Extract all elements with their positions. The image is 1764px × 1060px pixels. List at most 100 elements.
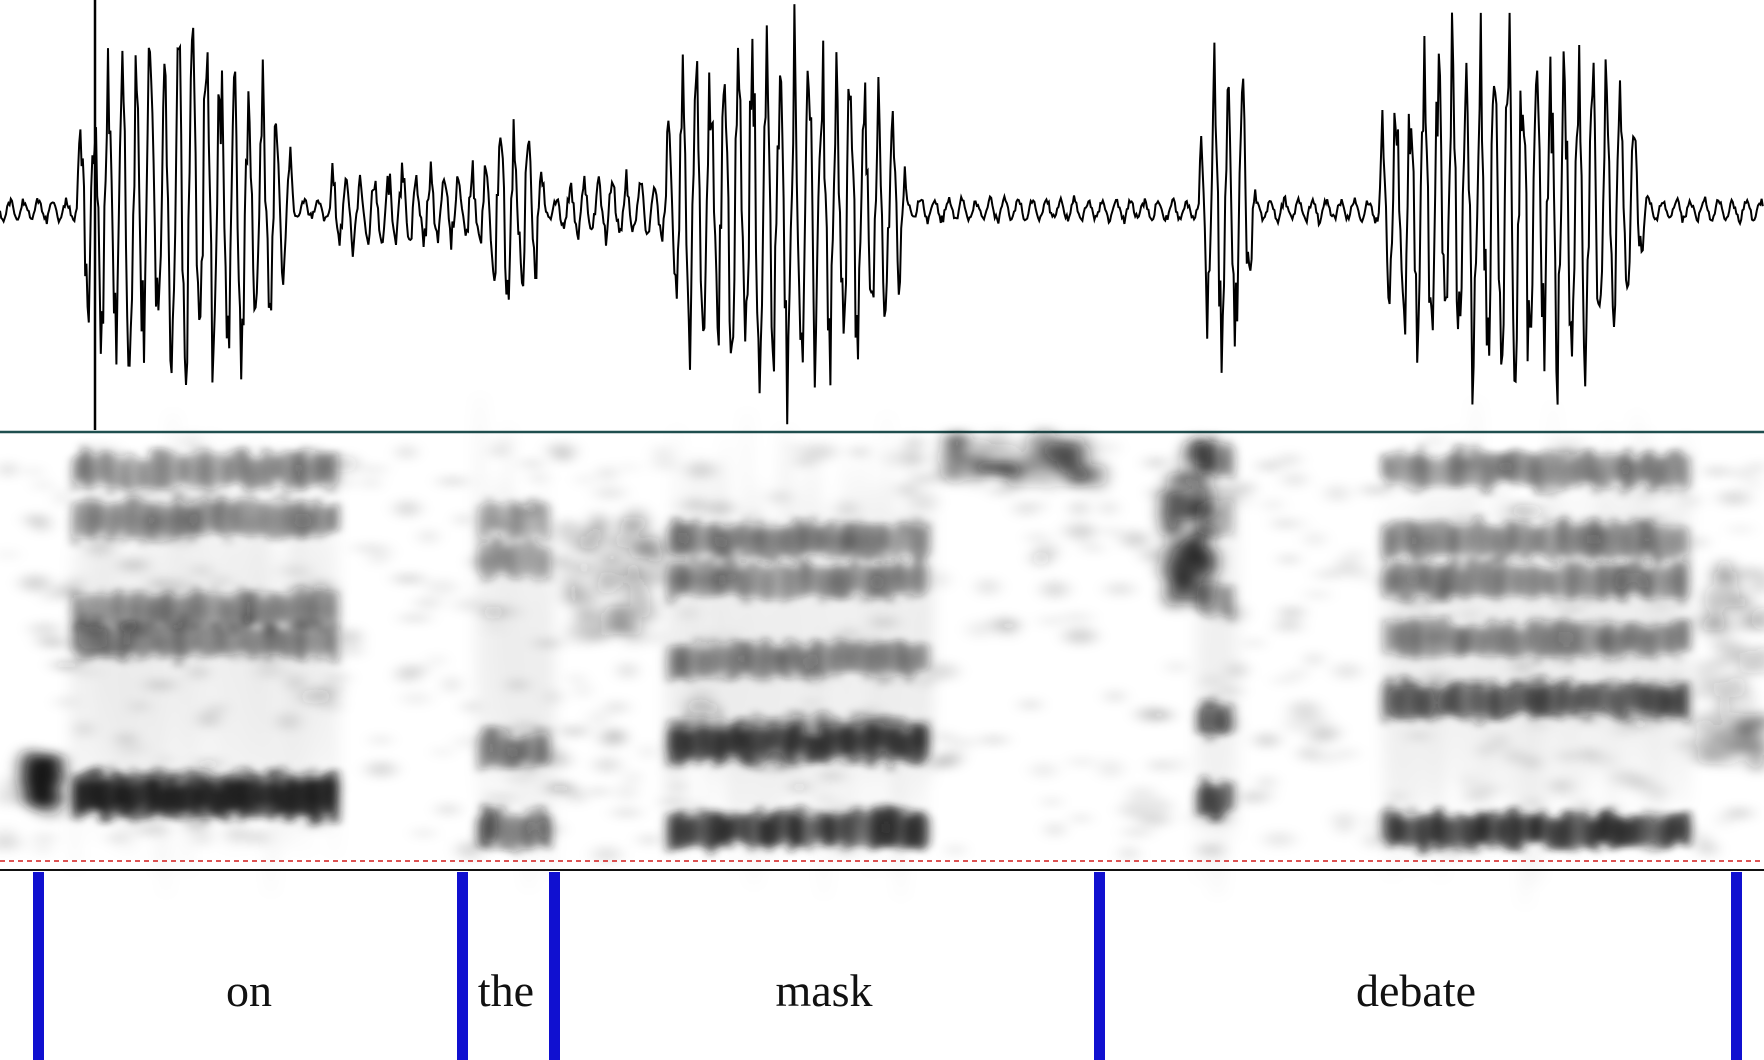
spectrogram-mark-995 <box>703 808 709 851</box>
spectrogram-mark-887 <box>164 494 168 900</box>
word-label-mask[interactable]: mask <box>775 965 872 1016</box>
spectrogram-mark-2109 <box>643 600 654 629</box>
spectrogram-mark-87 <box>1314 570 1343 579</box>
spectrogram-mark-313 <box>1344 551 1363 558</box>
word-boundary-3[interactable] <box>549 872 560 1060</box>
spectrogram-mark-326 <box>1632 718 1651 730</box>
spectrogram-mark-678 <box>252 627 258 662</box>
spectrogram-mark-1336 <box>675 422 679 786</box>
spectrogram-mark-1250 <box>806 561 813 597</box>
spectrogram-mark-258 <box>789 445 809 452</box>
spectrogram-mark-290 <box>1214 485 1231 498</box>
spectrogram-mark-276 <box>851 447 868 457</box>
spectrogram-mark-1247 <box>793 568 799 601</box>
spectrogram-mark-971 <box>527 497 532 544</box>
spectrogram-mark-836 <box>166 448 173 494</box>
spectrogram-mark-1240 <box>761 564 768 604</box>
spectrogram-mark-470 <box>366 761 396 777</box>
spectrogram-mark-352 <box>1138 813 1171 826</box>
spectrogram-mark-1581 <box>1498 620 1506 656</box>
spectrogram-mark-1477 <box>1643 807 1649 853</box>
spectrogram-mark-1128 <box>779 712 786 753</box>
spectrogram-mark-637 <box>332 768 340 803</box>
spectrogram-mark-33 <box>340 646 363 656</box>
spectrogram-mark-2168 <box>1697 746 1721 765</box>
spectrogram-mark-1657 <box>1535 565 1541 602</box>
spectrogram-mark-1171 <box>711 636 719 675</box>
spectrogram-mark-1797 <box>1553 446 1559 486</box>
spectrogram-mark-1661 <box>1553 562 1559 606</box>
spectrogram-mark-1543 <box>1633 675 1641 719</box>
spectrogram-mark-128 <box>395 500 420 517</box>
spectrogram-mark-1379 <box>1223 782 1231 813</box>
spectrogram-mark-1727 <box>1543 514 1551 562</box>
spectrogram-mark-360 <box>979 736 1008 744</box>
spectrogram-mark-1523 <box>1543 684 1551 720</box>
spectrogram-mark-341 <box>1439 845 1467 858</box>
spectrogram-mark-2089 <box>602 568 616 594</box>
spectrogram-mark-120 <box>1290 700 1320 719</box>
word-label-the[interactable]: the <box>478 965 534 1016</box>
word-label-debate[interactable]: debate <box>1356 965 1476 1016</box>
word-label-on[interactable]: on <box>226 965 272 1016</box>
spectrogram-mark-26 <box>1255 733 1279 748</box>
spectrogram-mark-496 <box>362 477 380 489</box>
spectrogram-mark-1345 <box>738 541 742 846</box>
waveform-trace <box>0 4 1764 425</box>
spectrogram-mark-1633 <box>1425 559 1435 605</box>
spectrogram-mark-719 <box>171 595 177 633</box>
spectrogram-mark-347 <box>1299 746 1318 761</box>
spectrogram-mark-1683 <box>1652 558 1658 597</box>
spectrogram-mark-516 <box>510 721 541 738</box>
spectrogram-mark-1337 <box>682 519 686 871</box>
word-boundary-5[interactable] <box>1731 872 1742 1060</box>
spectrogram-mark-1322 <box>868 521 877 561</box>
spectrogram-mark-1751 <box>1651 524 1659 564</box>
spectrogram-mark-395 <box>530 472 548 484</box>
spectrogram-mark-1614 <box>1646 629 1655 659</box>
spectrogram-mark-941 <box>535 724 542 767</box>
spectrogram-mark-2154 <box>1753 645 1764 675</box>
spectrogram-mark-1122 <box>753 709 758 753</box>
spectrogram-mark-366 <box>660 798 687 806</box>
spectrogram-mark-1383 <box>1205 699 1213 745</box>
spectrogram-mark-482 <box>612 808 641 817</box>
spectrogram-mark-149 <box>1360 485 1392 495</box>
spectrogram-mark-100 <box>491 448 507 456</box>
spectrogram-mark-1770 <box>1431 451 1438 488</box>
spectrogram-mark-379 <box>619 662 636 679</box>
spectrogram-mark-1210 <box>887 639 894 686</box>
spectrogram-mark-266 <box>1311 750 1342 764</box>
spectrogram-mark-1018 <box>806 806 813 854</box>
spectrogram-mark-2105 <box>617 598 640 620</box>
word-boundary-1[interactable] <box>33 872 44 1060</box>
spectrogram-mark-1517 <box>1517 678 1523 714</box>
word-boundary-2[interactable] <box>457 872 468 1060</box>
spectrogram-mark-211 <box>599 466 616 481</box>
spectrogram-mark-1350 <box>773 545 777 869</box>
spectrogram-mark-2050 <box>43 792 64 805</box>
spectrogram-mark-728 <box>211 584 218 632</box>
spectrogram-mark-1644 <box>1475 559 1484 597</box>
spectrogram-mark-1615 <box>1652 620 1658 663</box>
spectrogram-mark-886 <box>157 513 161 879</box>
spectrogram-mark-1974 <box>993 455 1018 477</box>
spectrogram-mark-222 <box>560 726 589 737</box>
spectrogram-mark-301 <box>458 841 482 859</box>
spectrogram-mark-2098 <box>584 630 609 643</box>
spectrogram-mark-1159 <box>918 722 926 754</box>
spectrogram-mark-943 <box>544 725 551 767</box>
spectrogram-mark-860 <box>274 451 281 480</box>
spectrogram-mark-393 <box>434 748 452 756</box>
spectrogram-mark-1456 <box>1548 816 1555 851</box>
spectrogram-mark-1606 <box>1610 617 1619 665</box>
spectrogram-mark-251 <box>1280 555 1298 564</box>
spectrogram-mark-280 <box>1368 814 1381 833</box>
spectrogram-mark-1565 <box>1426 615 1434 662</box>
spectrogram-mark-137 <box>948 845 962 855</box>
spectrogram-mark-1653 <box>1516 564 1524 599</box>
word-boundary-4[interactable] <box>1094 872 1105 1060</box>
spectrogram-mark-363 <box>640 744 656 760</box>
spectrogram-mark-315 <box>1101 500 1116 516</box>
